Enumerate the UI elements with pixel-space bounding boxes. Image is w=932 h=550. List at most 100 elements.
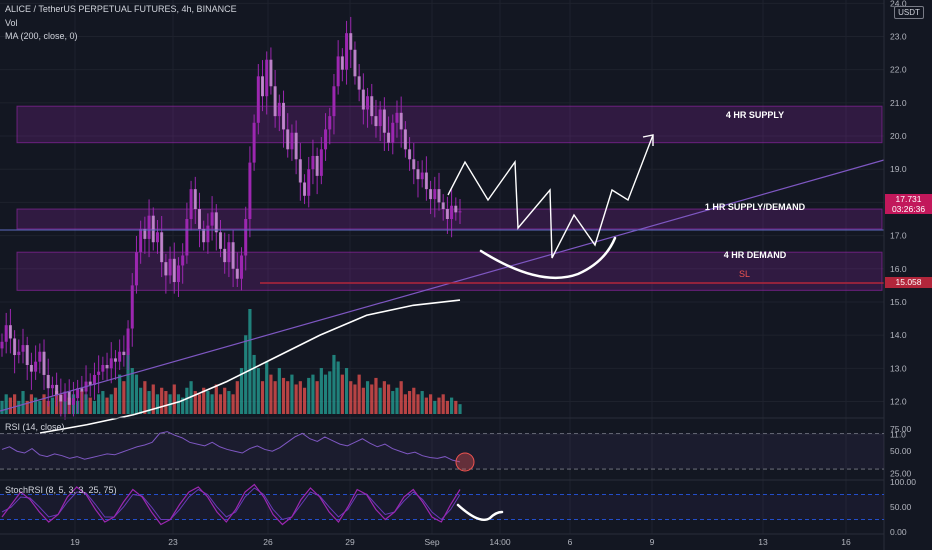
volume-bar (386, 384, 391, 414)
volume-bar (25, 400, 29, 414)
candle-body (311, 155, 315, 170)
price-tick: 19.0 (890, 164, 907, 174)
time-tick: 19 (70, 537, 80, 547)
volume-bar (332, 354, 336, 414)
price-tick: 12.0 (890, 397, 907, 407)
candle-body (71, 398, 75, 405)
candle-body (189, 189, 193, 219)
volume-bar (319, 368, 323, 414)
candle-body (319, 149, 323, 176)
volume-bar (239, 368, 244, 414)
candle-body (227, 242, 231, 263)
candle-body (290, 132, 294, 150)
candle-body (395, 112, 399, 123)
time-tick: 9 (650, 537, 655, 547)
volume-bar (210, 394, 214, 414)
candle-body (408, 149, 412, 160)
trend-line[interactable] (0, 159, 885, 412)
volume-bar (353, 384, 357, 414)
time-tick: 6 (568, 537, 573, 547)
candle-body (118, 351, 122, 362)
volume-bar (118, 374, 122, 414)
overlays (0, 134, 885, 412)
current-price-badge: 17.731 03:26:36 (885, 194, 932, 214)
candle-body (197, 209, 201, 229)
price-tick: 20.0 (890, 131, 907, 141)
volume-bar (361, 387, 365, 414)
candle-body (151, 215, 155, 243)
volume-bar (298, 381, 302, 414)
time-tick: 29 (345, 537, 355, 547)
cup-curve[interactable] (479, 236, 617, 280)
rsi-tick: 25.00 (890, 469, 912, 479)
candle-body (176, 265, 180, 283)
rsi-highlight (455, 452, 475, 472)
candle-body (441, 202, 445, 210)
vol-legend: Vol (5, 18, 18, 28)
candle-body (256, 76, 260, 123)
projection-path[interactable] (447, 134, 654, 259)
stoch-d-line (1, 487, 461, 521)
candle-body (307, 169, 311, 196)
candle-body (437, 189, 441, 203)
volume-bar (391, 391, 395, 414)
volume-bar (21, 391, 25, 414)
candle-body (231, 242, 235, 269)
candle-body (130, 285, 134, 329)
candle-body (21, 345, 25, 352)
stoch-tick: 50.00 (890, 502, 912, 512)
volume-bar (328, 371, 332, 414)
candle-body (235, 268, 239, 279)
candle-body (67, 391, 71, 405)
candle-body (4, 325, 8, 342)
volume-bar (130, 368, 134, 414)
candle-body (101, 365, 105, 372)
candle-body (59, 394, 63, 402)
volume-bar (433, 400, 437, 414)
price-tick: 13.0 (890, 363, 907, 373)
candle-body (265, 59, 269, 97)
volume-bar (17, 400, 21, 414)
rsi-band (0, 433, 884, 470)
candle-body (277, 102, 281, 117)
candle-body (332, 86, 336, 117)
candle-body (315, 155, 319, 176)
volume-bar (252, 354, 256, 414)
time-tick: 26 (263, 537, 273, 547)
candle-body (155, 232, 159, 243)
volume-bar (357, 374, 361, 414)
candle-body (105, 365, 109, 369)
volume-bar (109, 394, 113, 414)
volume-bar (286, 381, 290, 414)
volume-bar (143, 381, 147, 414)
candle-body (374, 116, 378, 127)
volume-bar (139, 387, 143, 414)
stoch-band (0, 494, 884, 520)
candle-body (38, 351, 42, 362)
stochrsi-panel: 0.00 50.00 100.00 (0, 477, 916, 537)
candle-body (34, 361, 38, 372)
volume-bar (416, 394, 420, 414)
candle-body (42, 351, 46, 375)
candle-body (92, 374, 96, 385)
volume-bar (374, 377, 378, 414)
candle-body (193, 189, 197, 210)
volume-bar (370, 384, 374, 414)
currency-badge[interactable]: USDT (894, 6, 924, 19)
volume-bar (92, 400, 97, 414)
candle-body (424, 172, 428, 190)
time-tick: 23 (168, 537, 178, 547)
candle-body (391, 122, 395, 143)
volume-bar (428, 394, 433, 414)
candle-body (403, 129, 407, 150)
candle-body (349, 33, 353, 50)
arrow-head (642, 134, 654, 146)
stoch-curve (456, 503, 504, 522)
price-tick: 22.0 (890, 65, 907, 75)
volume-bar (437, 397, 441, 414)
volume-bar (248, 309, 252, 414)
volume-bar (176, 394, 181, 414)
volume-bar (302, 387, 307, 414)
volume-bar (147, 391, 151, 414)
